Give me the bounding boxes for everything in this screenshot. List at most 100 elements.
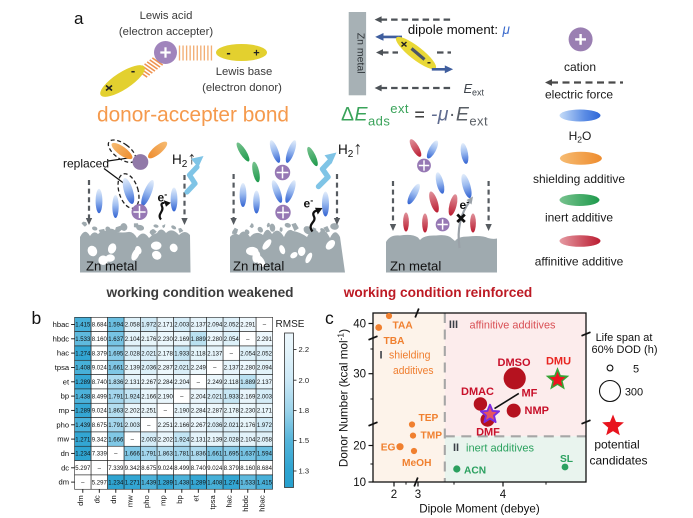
svg-text:–: –: [246, 337, 250, 343]
svg-text:40: 40: [353, 319, 366, 331]
svg-text:pho: pho: [142, 495, 151, 508]
svg-text:2.137: 2.137: [257, 380, 273, 386]
svg-text:+: +: [253, 48, 259, 60]
svg-text:mw: mw: [125, 495, 134, 507]
svg-text:(electron accepter): (electron accepter): [119, 26, 213, 38]
svg-text:2.169: 2.169: [174, 337, 190, 343]
svg-text:1.289: 1.289: [191, 480, 207, 486]
svg-text:–: –: [197, 380, 201, 386]
svg-text:–: –: [180, 394, 184, 400]
svg-text:9.342: 9.342: [92, 437, 108, 443]
svg-text:2.137: 2.137: [191, 323, 207, 329]
svg-text:Donor Number (kcal mol-1): Donor Number (kcal mol-1): [336, 329, 351, 467]
svg-text:inert additive: inert additive: [545, 211, 613, 225]
svg-text:DMSO: DMSO: [498, 357, 531, 369]
svg-text:8.684: 8.684: [257, 466, 273, 472]
svg-text:9.024: 9.024: [92, 409, 108, 415]
svg-text:μ: μ: [502, 22, 511, 37]
svg-text:1.415: 1.415: [75, 323, 91, 329]
svg-text:TBA: TBA: [384, 336, 406, 347]
svg-text:1.637: 1.637: [240, 452, 256, 458]
svg-text:1.438: 1.438: [174, 480, 190, 486]
svg-text:e-: e-: [304, 196, 314, 211]
svg-text:1.408: 1.408: [75, 366, 91, 372]
svg-text:2.104: 2.104: [240, 437, 256, 443]
svg-text:2.176: 2.176: [141, 337, 157, 343]
svg-text:(electron donor): (electron donor): [202, 82, 282, 94]
svg-text:2.166: 2.166: [174, 423, 190, 429]
svg-text:2.036: 2.036: [207, 423, 223, 429]
svg-text:2.104: 2.104: [125, 337, 141, 343]
svg-text:2.028: 2.028: [125, 351, 141, 357]
svg-text:2.178: 2.178: [158, 351, 174, 357]
svg-text:hbdc: hbdc: [241, 495, 250, 512]
svg-text:1.889: 1.889: [240, 380, 256, 386]
svg-text:5.297: 5.297: [92, 480, 108, 486]
svg-text:2.267: 2.267: [141, 380, 157, 386]
svg-text:1.666: 1.666: [125, 452, 141, 458]
svg-text:2.249: 2.249: [191, 366, 207, 372]
svg-text:1.5: 1.5: [299, 436, 310, 445]
svg-text:electric force: electric force: [545, 88, 613, 102]
svg-text:NMP: NMP: [525, 405, 549, 417]
svg-text:2.003: 2.003: [257, 394, 273, 400]
svg-text:I: I: [379, 350, 382, 362]
svg-text:replaced: replaced: [63, 157, 109, 171]
svg-text:Dipole Moment (debye): Dipole Moment (debye): [419, 503, 540, 516]
svg-text:2.028: 2.028: [224, 437, 240, 443]
svg-text:2.054: 2.054: [224, 337, 240, 343]
svg-text:1.695: 1.695: [224, 452, 240, 458]
svg-text:dc: dc: [92, 495, 101, 503]
svg-text:E: E: [464, 81, 473, 96]
svg-text:bp: bp: [61, 392, 69, 401]
svg-text:–: –: [213, 366, 217, 372]
svg-text:1.933: 1.933: [224, 394, 240, 400]
svg-text:2.280: 2.280: [240, 366, 256, 372]
svg-text:et: et: [191, 494, 200, 501]
svg-text:mw: mw: [57, 435, 69, 444]
svg-text:ext: ext: [472, 88, 485, 98]
svg-text:2.094: 2.094: [257, 366, 273, 372]
svg-text:–: –: [81, 480, 85, 486]
svg-text:2.118: 2.118: [191, 351, 206, 357]
svg-text:mp: mp: [158, 495, 167, 506]
svg-text:–: –: [98, 466, 102, 472]
svg-text:2.139: 2.139: [125, 366, 141, 372]
svg-text:2.280: 2.280: [207, 337, 223, 343]
svg-text:2.169: 2.169: [240, 394, 256, 400]
svg-text:2.176: 2.176: [240, 423, 256, 429]
svg-text:2.291: 2.291: [240, 323, 256, 329]
svg-text:H2O: H2O: [569, 129, 592, 145]
svg-text:2.052: 2.052: [257, 351, 273, 357]
svg-text:1.695: 1.695: [108, 351, 124, 357]
svg-text:9.024: 9.024: [92, 366, 108, 372]
svg-text:4: 4: [500, 489, 507, 501]
svg-text:2: 2: [391, 489, 397, 501]
svg-text:2.204: 2.204: [191, 394, 207, 400]
svg-text:60% DOD (h): 60% DOD (h): [591, 344, 657, 356]
svg-text:2.052: 2.052: [224, 323, 240, 329]
svg-text:2.166: 2.166: [141, 394, 157, 400]
svg-text:2.251: 2.251: [141, 409, 157, 415]
svg-text:2.204: 2.204: [174, 380, 190, 386]
svg-text:1.274: 1.274: [224, 480, 240, 486]
svg-text:1.439: 1.439: [141, 480, 157, 486]
svg-text:2.139: 2.139: [207, 437, 223, 443]
svg-text:7.339: 7.339: [92, 452, 108, 458]
svg-text:2.171: 2.171: [257, 409, 273, 415]
svg-text:1.289: 1.289: [75, 380, 91, 386]
svg-text:-: -: [131, 63, 135, 78]
svg-text:additives: additives: [393, 365, 434, 377]
svg-text:Zn metal: Zn metal: [354, 33, 366, 74]
svg-text:2.0: 2.0: [299, 376, 310, 385]
svg-text:2.054: 2.054: [240, 351, 256, 357]
svg-text:1.271: 1.271: [75, 437, 91, 443]
svg-text:1.289: 1.289: [158, 480, 174, 486]
svg-text:–: –: [131, 437, 135, 443]
svg-text:2.003: 2.003: [174, 323, 190, 329]
svg-text:a: a: [74, 9, 84, 28]
svg-text:1.781: 1.781: [174, 452, 190, 458]
svg-text:pho: pho: [56, 420, 69, 429]
svg-text:c: c: [325, 308, 334, 328]
svg-text:2.171: 2.171: [158, 323, 174, 329]
